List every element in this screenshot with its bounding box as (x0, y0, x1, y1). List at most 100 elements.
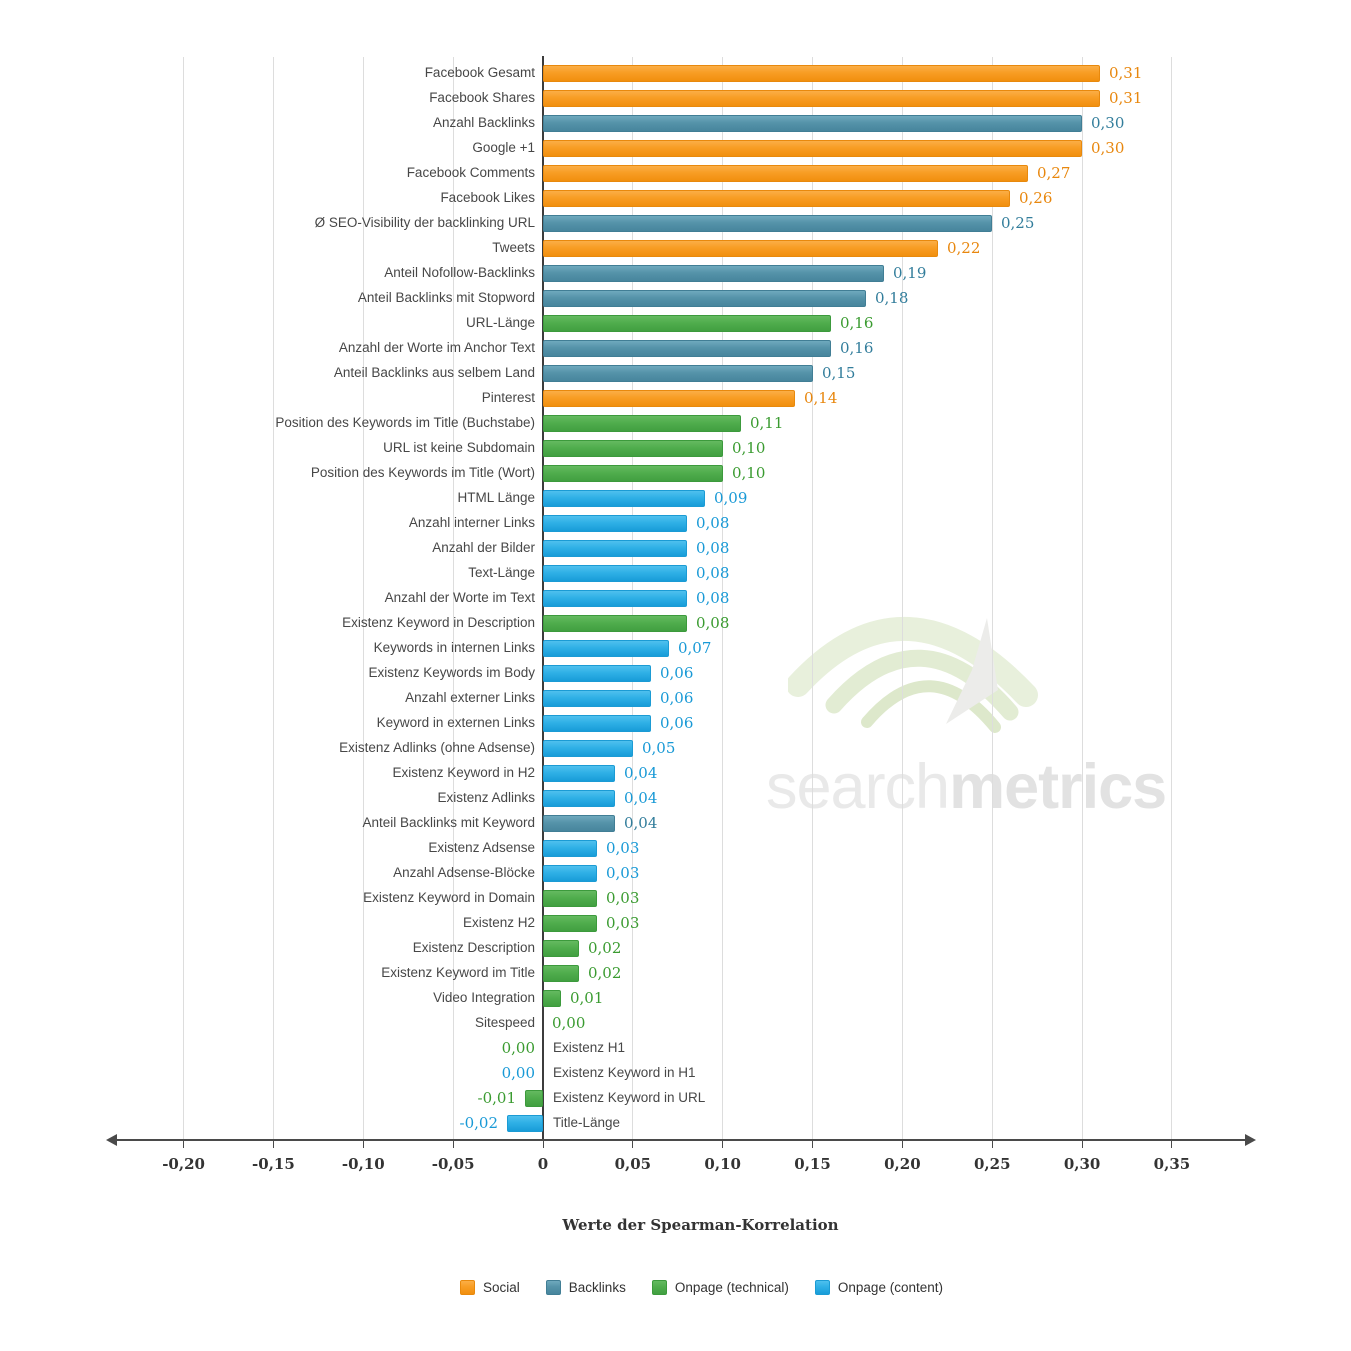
bar-value: -0,01 (477, 1089, 516, 1107)
bar-label: Ø SEO-Visibility der backlinking URL (314, 215, 535, 230)
bar-label: Existenz Keyword in URL (553, 1090, 706, 1105)
bar-label: Sitespeed (474, 1015, 535, 1030)
bar-value: 0,25 (1001, 214, 1035, 232)
x-axis-title: Werte der Spearman-Korrelation (562, 1216, 839, 1234)
axis-tick (272, 1141, 274, 1148)
axis-tick (632, 1141, 634, 1148)
bar-value: 0,30 (1091, 114, 1125, 132)
bar (543, 240, 938, 257)
bar-label: Existenz Keywords im Body (368, 665, 535, 680)
bar-label: Existenz Adlinks (ohne Adsense) (339, 740, 535, 755)
bar-label: Position des Keywords im Title (Buchstab… (275, 415, 535, 430)
axis-tick-label: 0,35 (1153, 1155, 1191, 1173)
bar-value: 0,27 (1037, 164, 1071, 182)
bar-label: Anzahl Backlinks (432, 115, 535, 130)
bar (543, 190, 1010, 207)
bar (543, 340, 831, 357)
bar (543, 215, 992, 232)
bar-label: Anzahl der Bilder (432, 540, 535, 555)
bar-label: Anteil Nofollow-Backlinks (384, 265, 535, 280)
legend-label: Social (483, 1280, 520, 1295)
bar-value: 0,00 (552, 1014, 586, 1032)
bar-value: 0,03 (606, 889, 640, 907)
axis-tick (1171, 1141, 1173, 1148)
bar (543, 415, 741, 432)
bar-label: Anteil Backlinks aus selbem Land (333, 365, 535, 380)
legend-item-onpage_technical: Onpage (technical) (651, 1279, 789, 1296)
legend-label: Onpage (content) (837, 1280, 943, 1295)
legend-item-onpage_content: Onpage (content) (814, 1279, 943, 1296)
bar (543, 715, 651, 732)
axis-tick (542, 1141, 544, 1148)
legend-swatch-backlinks-icon (545, 1280, 561, 1295)
axis-tick (722, 1141, 724, 1148)
bar (543, 115, 1082, 132)
bar (543, 265, 884, 282)
bar-value: 0,16 (840, 339, 874, 357)
bar-label: Existenz H2 (462, 915, 535, 930)
bar-label: Anzahl Adsense-Blöcke (393, 865, 535, 880)
bar-label: Anzahl interner Links (408, 515, 535, 530)
watermark-text: searchmetrics (766, 756, 1167, 819)
bar-value: 0,31 (1109, 89, 1143, 107)
bar-value: 0,02 (588, 939, 622, 957)
bar (543, 490, 705, 507)
axis-tick (1081, 1141, 1083, 1148)
gridline (812, 57, 814, 1140)
gridline (1171, 57, 1173, 1140)
gridline (722, 57, 724, 1140)
bar-label: Existenz Keyword in H1 (553, 1065, 696, 1080)
axis-tick (812, 1141, 814, 1148)
axis-arrow-left-icon (106, 1134, 117, 1146)
legend-swatch-onpage_content-icon (814, 1280, 830, 1295)
axis-tick-label: -0,15 (252, 1155, 295, 1173)
bar-label: Keywords in internen Links (373, 640, 535, 655)
legend: Social Backlinks Onpage (technical) Onpage … (52, 1279, 1351, 1296)
bar-label: URL-Länge (465, 315, 535, 330)
bar-label: Facebook Likes (440, 190, 535, 205)
axis-tick (991, 1141, 993, 1148)
bar-value: 0,03 (606, 914, 640, 932)
bar (543, 990, 561, 1007)
gridline (991, 57, 993, 1140)
bar (543, 315, 831, 332)
bar (543, 165, 1028, 182)
bar-value: 0,04 (624, 814, 658, 832)
axis-tick (362, 1141, 364, 1148)
bar-label: Anzahl externer Links (405, 690, 535, 705)
bar (543, 965, 579, 982)
bar-label: Video Integration (433, 990, 535, 1005)
bar-label: Title-Länge (553, 1115, 621, 1130)
legend-label: Onpage (technical) (674, 1280, 789, 1295)
bar-label: Google +1 (472, 140, 535, 155)
bar-value: 0,01 (570, 989, 604, 1007)
bar-value: 0,08 (696, 564, 730, 582)
bar (543, 740, 633, 757)
bar (543, 665, 651, 682)
bar-value: 0,11 (750, 414, 784, 432)
bar-value: 0,08 (696, 514, 730, 532)
gridline (901, 57, 903, 1140)
bar-value: -0,02 (459, 1114, 498, 1132)
bar (543, 915, 597, 932)
bar-value: 0,08 (696, 539, 730, 557)
bar-label: URL ist keine Subdomain (383, 440, 535, 455)
axis-tick (452, 1141, 454, 1148)
bar (543, 565, 687, 582)
bar (543, 840, 597, 857)
bar-value: 0,02 (588, 964, 622, 982)
bar-label: Anteil Backlinks mit Stopword (357, 290, 535, 305)
axis-tick-label: 0,10 (704, 1155, 741, 1173)
bar-label: HTML Länge (457, 490, 535, 505)
bar-value: 0,10 (732, 464, 766, 482)
axis-tick (901, 1141, 903, 1148)
axis-tick-label: 0,30 (1063, 1155, 1101, 1173)
bar (543, 365, 813, 382)
bar-label: Facebook Gesamt (424, 65, 535, 80)
axis-tick-label: 0,15 (794, 1155, 831, 1173)
bar (543, 515, 687, 532)
legend-label: Backlinks (568, 1280, 626, 1295)
bar-value: 0,30 (1091, 139, 1125, 157)
bar-value: 0,00 (501, 1064, 535, 1082)
